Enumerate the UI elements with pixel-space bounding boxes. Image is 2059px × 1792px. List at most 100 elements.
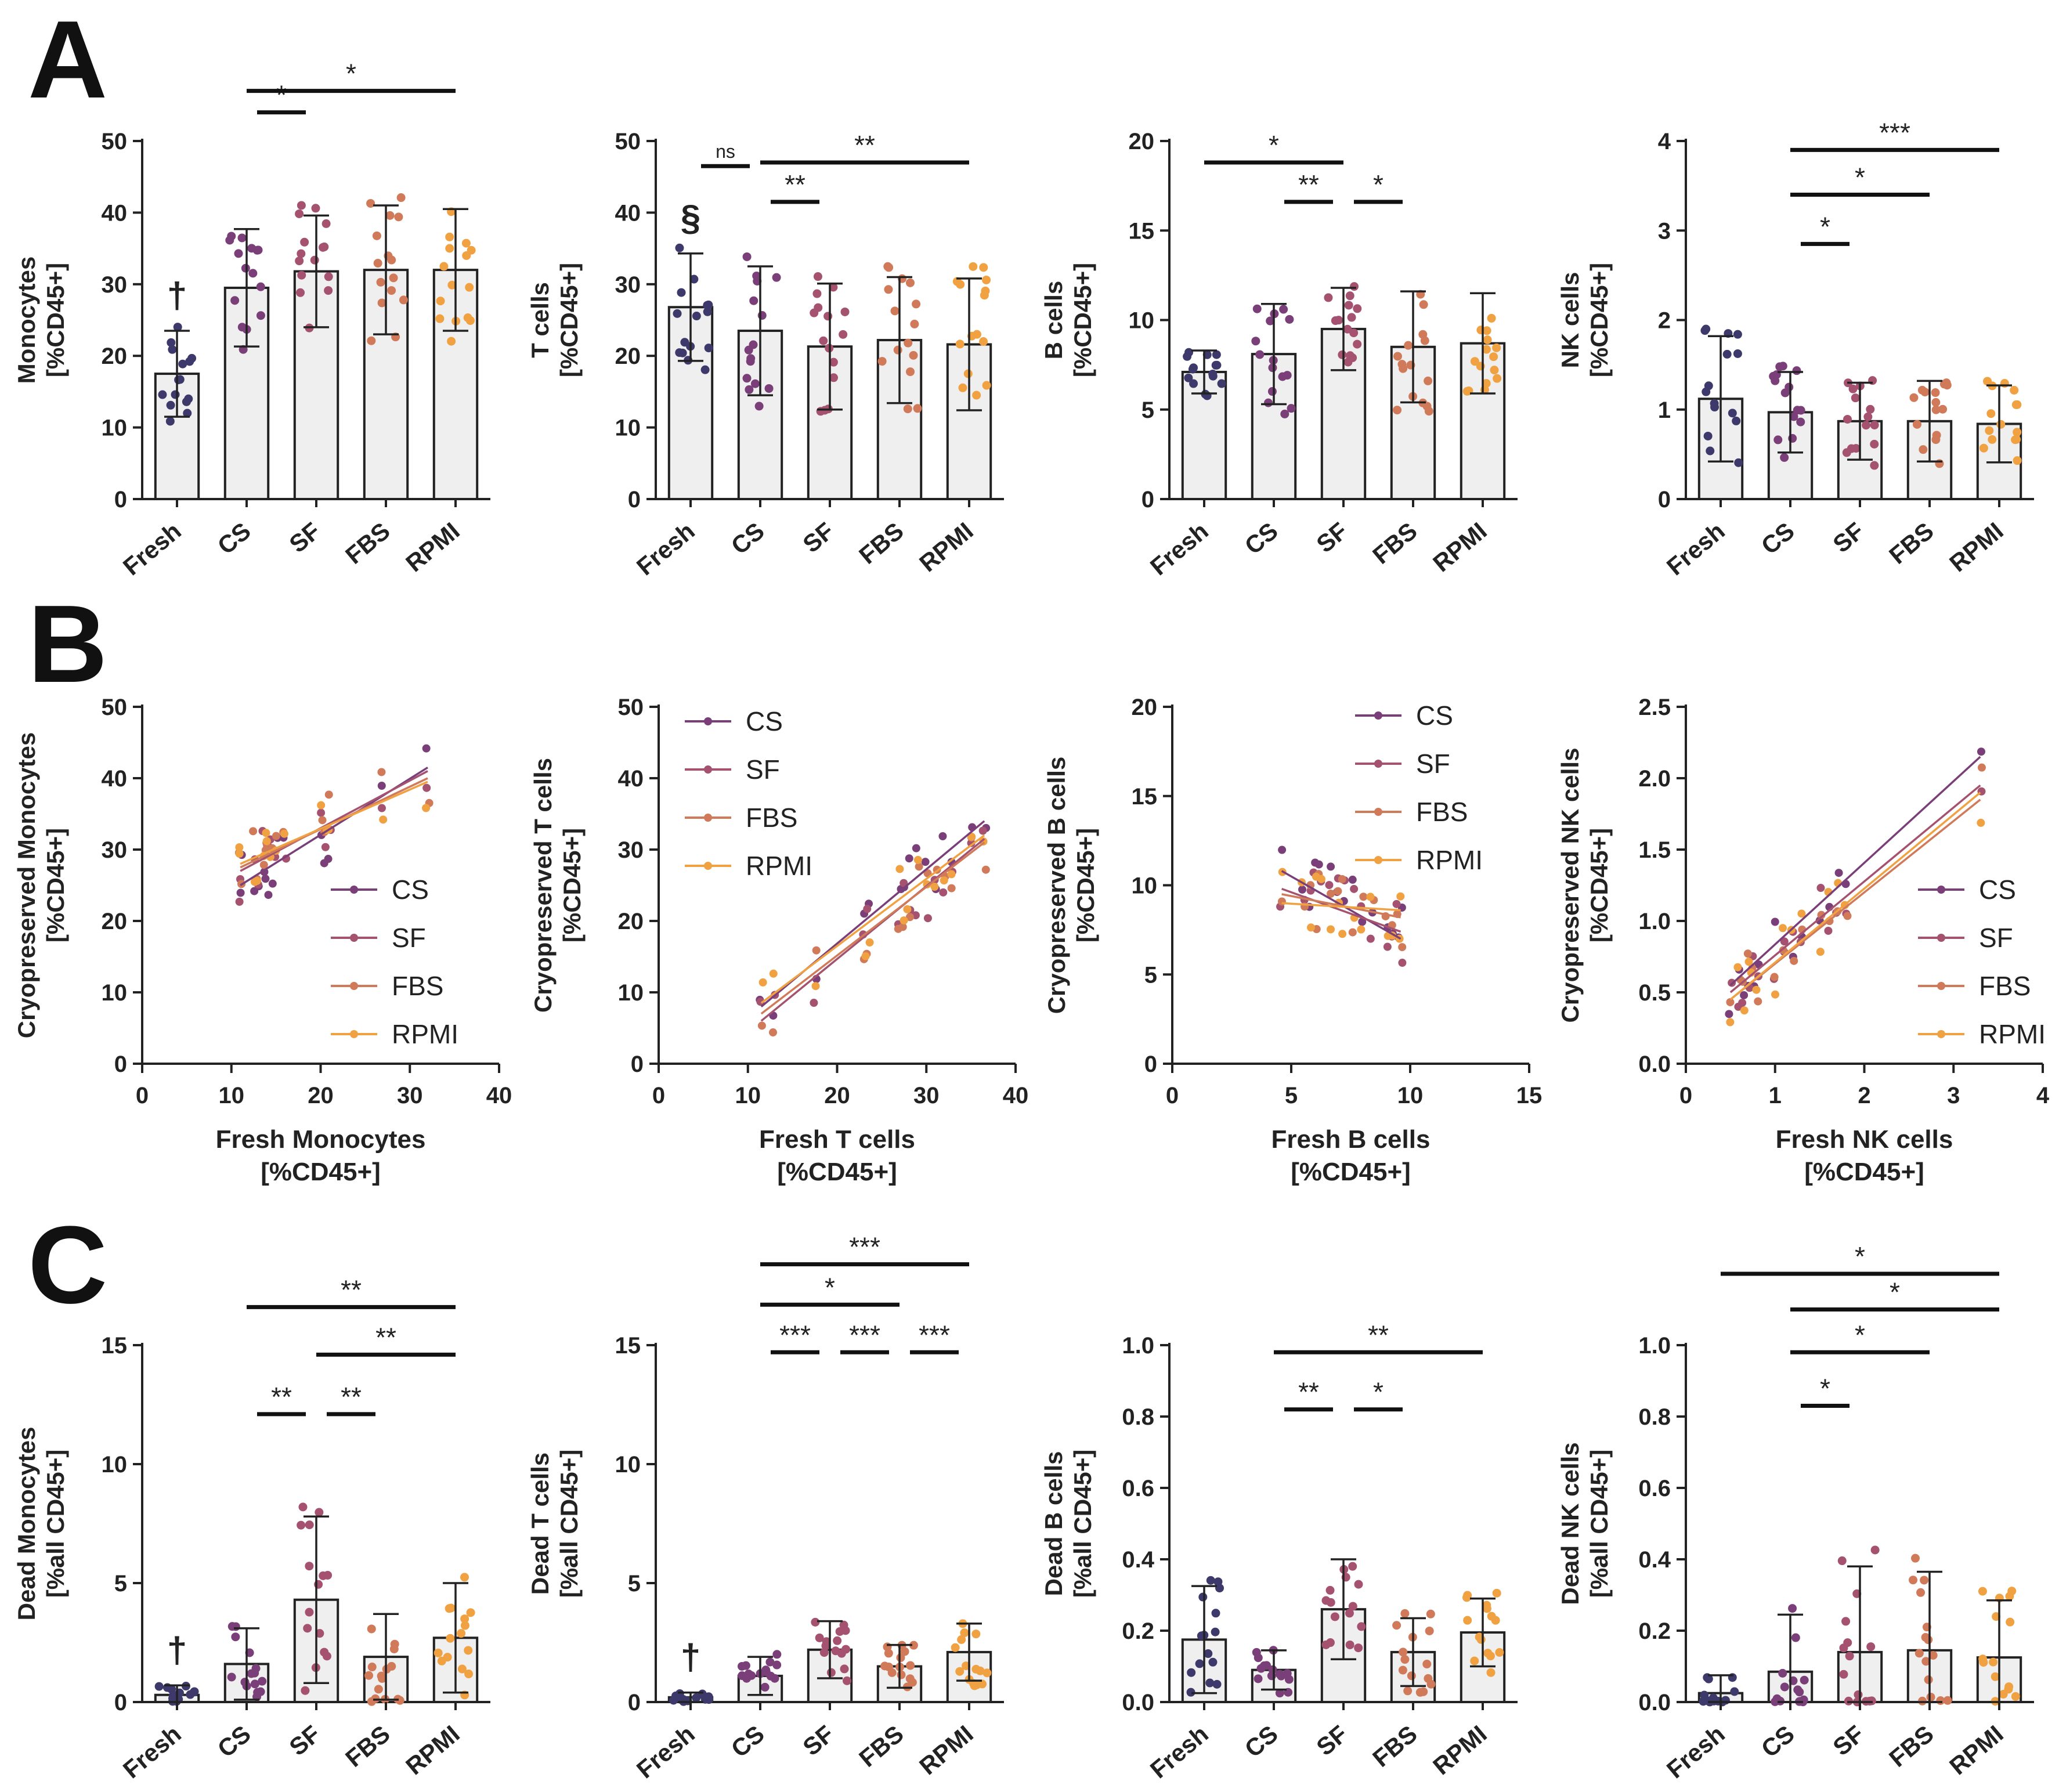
data-point-cs — [256, 311, 265, 320]
data-point-rpmi — [2004, 1682, 2014, 1692]
data-point-rpmi — [967, 832, 976, 841]
x-tick-label-rpmi: RPMI — [1944, 1720, 2009, 1780]
y-axis-title: B cells[%CD45+] — [1040, 263, 1096, 377]
data-point-sf — [1350, 282, 1359, 291]
data-point-rpmi — [972, 1680, 981, 1689]
data-point-rpmi — [958, 383, 967, 392]
data-point-fbs — [385, 211, 395, 220]
data-point-cs — [248, 269, 258, 278]
data-point-fbs — [1790, 956, 1798, 965]
data-point-sf — [1347, 313, 1356, 322]
data-point-fbs — [1400, 1655, 1410, 1664]
data-point-fbs — [1393, 406, 1402, 415]
data-point-fbs — [906, 367, 915, 377]
data-point-sf — [322, 219, 331, 228]
data-point-fbs — [1404, 341, 1413, 350]
data-point-cs — [745, 385, 754, 394]
data-point-fresh — [1733, 330, 1742, 339]
data-point-cs — [1268, 363, 1277, 373]
y-tick-label: 20 — [1129, 129, 1155, 154]
y-tick-label: 2 — [1658, 308, 1671, 334]
data-point-fresh — [174, 375, 183, 385]
y-tick-label: 20 — [615, 344, 641, 369]
data-point-rpmi — [1733, 963, 1742, 971]
data-point-rpmi — [1816, 948, 1825, 956]
data-point-cs — [1275, 1689, 1284, 1698]
data-point-rpmi — [2013, 428, 2022, 437]
data-point-fresh — [158, 390, 167, 399]
data-point-rpmi — [981, 286, 990, 295]
data-point-rpmi — [900, 916, 908, 925]
y-axis-title-line: Dead NK cells — [1556, 1442, 1584, 1605]
data-point-rpmi — [466, 1608, 475, 1617]
data-point-sf — [1338, 350, 1347, 359]
significance-label: ** — [341, 1274, 362, 1305]
x-tick-label-rpmi: RPMI — [1944, 517, 2009, 577]
data-point-rpmi — [1978, 1587, 1987, 1596]
data-point-cs — [1251, 337, 1260, 346]
data-point-sf — [1324, 293, 1333, 302]
x-tick-label-fresh: Fresh — [631, 1720, 700, 1784]
data-point-cs — [1314, 860, 1323, 869]
data-point-fbs — [372, 231, 381, 240]
data-point-rpmi — [1986, 409, 1996, 418]
legend-marker-rpmi — [1937, 1030, 1945, 1038]
legend-marker-sf — [350, 934, 358, 942]
x-tick-label: 0 — [652, 1083, 665, 1108]
data-point-rpmi — [379, 815, 388, 824]
data-point-fresh — [1198, 1592, 1208, 1602]
significance-label: ** — [1298, 169, 1319, 200]
x-axis-title: Fresh T cells — [759, 1125, 915, 1154]
data-point-sf — [422, 783, 431, 792]
data-point-sf — [297, 1520, 306, 1530]
data-point-sf — [1870, 420, 1879, 429]
regression-line-sf — [760, 838, 985, 1022]
data-point-fbs — [399, 295, 408, 305]
x-tick-label-fbs: FBS — [854, 1720, 909, 1772]
y-axis-title-line: [%CD45+] — [1072, 828, 1099, 942]
significance-label: ** — [271, 1382, 292, 1412]
legend-label-sf: SF — [1416, 749, 1450, 779]
data-point-fresh — [190, 1687, 199, 1696]
annotation-mark: † — [167, 276, 187, 316]
y-tick-label: 0 — [114, 1690, 127, 1715]
data-point-cs — [258, 1677, 267, 1686]
y-tick-label: 0.8 — [1122, 1404, 1154, 1430]
data-point-rpmi — [947, 870, 956, 879]
data-point-fbs — [906, 1661, 915, 1670]
significance-label: *** — [779, 1320, 811, 1350]
data-point-fresh — [1702, 324, 1711, 334]
data-point-rpmi — [903, 905, 912, 913]
data-point-cs — [772, 1650, 782, 1659]
data-point-rpmi — [979, 337, 988, 346]
x-tick-label: 0 — [1166, 1083, 1179, 1108]
x-axis-title: [%CD45+] — [261, 1158, 381, 1186]
x-tick-label: 40 — [486, 1083, 512, 1108]
data-point-cs — [760, 1682, 770, 1692]
data-point-rpmi — [2011, 435, 2020, 445]
data-point-fbs — [897, 1670, 906, 1679]
y-tick-label: 50 — [102, 695, 128, 720]
y-tick-label: 15 — [1132, 784, 1158, 810]
data-point-fbs — [376, 277, 385, 287]
data-point-sf — [1780, 937, 1789, 946]
x-tick-label-sf: SF — [1311, 1720, 1352, 1761]
y-tick-label: 20 — [618, 909, 644, 934]
legend-marker-cs — [1374, 711, 1382, 720]
data-point-rpmi — [280, 829, 288, 838]
data-point-sf — [1353, 304, 1362, 313]
data-point-rpmi — [969, 262, 978, 271]
legend-marker-rpmi — [350, 1030, 358, 1038]
data-point-cs — [1252, 1648, 1261, 1657]
x-tick-label-cs: CS — [1756, 517, 1800, 560]
data-point-sf — [320, 1648, 329, 1657]
data-point-rpmi — [940, 876, 948, 885]
regression-line-rpmi — [240, 781, 428, 865]
data-point-cs — [1785, 382, 1794, 392]
data-point-cs — [1740, 991, 1749, 999]
y-tick-label: 10 — [618, 980, 644, 1006]
data-point-fresh — [703, 307, 712, 316]
x-tick-label: 15 — [1516, 1083, 1543, 1108]
data-point-cs — [772, 1660, 782, 1670]
data-point-rpmi — [439, 262, 449, 271]
